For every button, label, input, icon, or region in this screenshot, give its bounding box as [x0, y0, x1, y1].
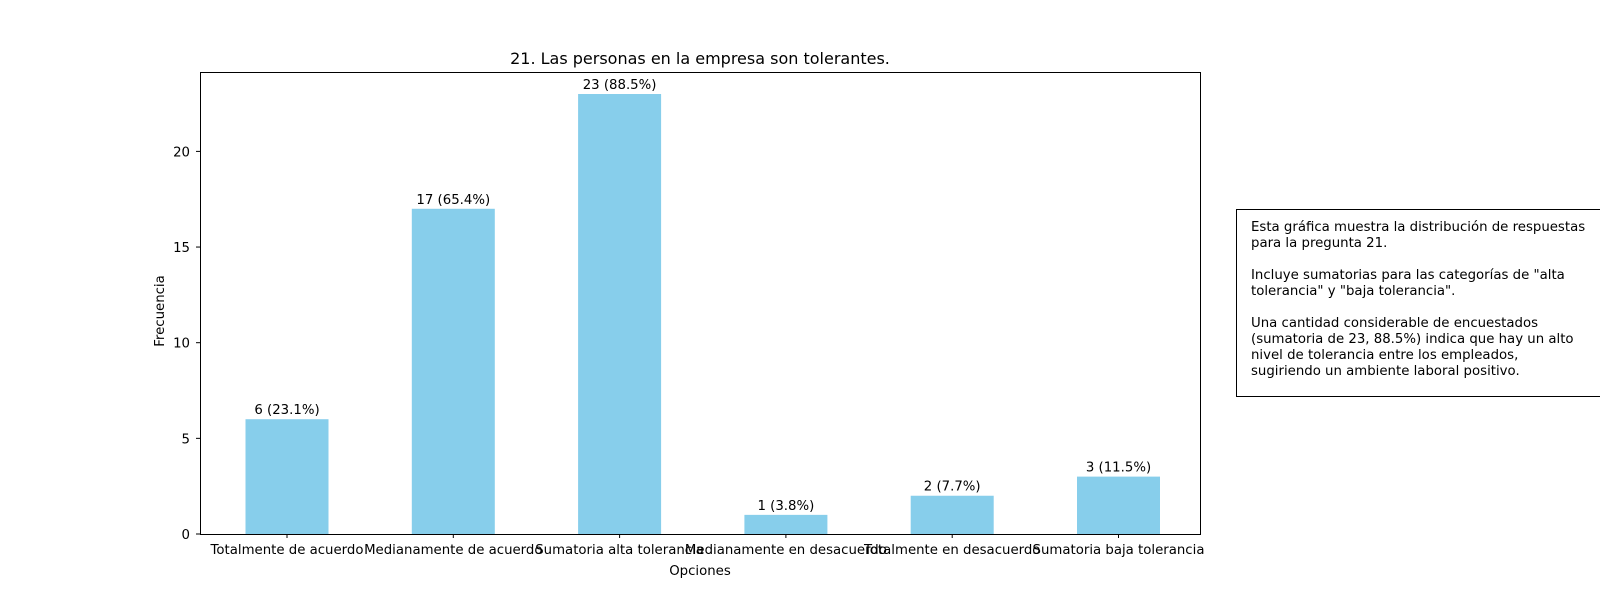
y-tick-label: 5	[182, 432, 190, 447]
annotation-line: Esta gráfica muestra la distribución de …	[1251, 220, 1586, 235]
annotation-box: Esta gráfica muestra la distribución de …	[1236, 209, 1600, 397]
chart-title: 21. Las personas en la empresa son toler…	[510, 49, 890, 68]
x-tick-label: Sumatoria baja tolerancia	[1033, 543, 1205, 558]
bar-value-label: 1 (3.8%)	[757, 499, 814, 514]
x-tick-label: Medianamente en desacuerdo	[685, 543, 887, 558]
x-ticks-group: Totalmente de acuerdo Medianamente de acu…	[210, 534, 1205, 558]
bar-value-label: 23 (88.5%)	[583, 78, 657, 93]
y-ticks-group: 0 5 10 15 20	[173, 145, 200, 543]
y-tick-label: 0	[182, 528, 190, 543]
bar-value-label: 2 (7.7%)	[924, 480, 981, 495]
x-axis-label: Opciones	[669, 564, 731, 579]
bar	[1077, 476, 1160, 534]
plot-frame	[200, 72, 1201, 535]
y-tick-label: 20	[173, 145, 190, 160]
annotation-line: sugiriendo un ambiente laboral positivo.	[1251, 364, 1520, 379]
bar	[578, 94, 662, 534]
bar-value-label: 6 (23.1%)	[254, 403, 319, 418]
bar	[910, 495, 994, 534]
annotation-line: Incluye sumatorias para las categorías d…	[1251, 268, 1565, 283]
bar	[744, 514, 828, 534]
annotation-line: (sumatoria de 23, 88.5%) indica que hay …	[1251, 332, 1574, 347]
annotation-line	[1251, 300, 1600, 316]
y-tick-label: 10	[173, 337, 190, 352]
bar-value-label: 17 (65.4%)	[416, 193, 490, 208]
x-tick-label: Sumatoria alta tolerancia	[535, 543, 704, 558]
annotation-line: Una cantidad considerable de encuestados	[1251, 316, 1539, 331]
x-tick-label: Totalmente de acuerdo	[210, 543, 364, 558]
y-tick-label: 15	[173, 241, 190, 256]
annotation-line: nivel de tolerancia entre los empleados,	[1251, 348, 1519, 363]
bar	[411, 208, 495, 535]
annotation-line	[1251, 252, 1600, 268]
x-tick-label: Medianamente de acuerdo	[364, 543, 542, 558]
x-tick-label: Totalmente en desacuerdo	[863, 543, 1041, 558]
y-axis-label: Frecuencia	[153, 275, 168, 347]
annotation-line: para la pregunta 21.	[1251, 236, 1388, 251]
annotation-line: tolerancia" y "baja tolerancia".	[1251, 284, 1456, 299]
bar	[245, 419, 329, 534]
bar-value-label: 3 (11.5%)	[1086, 461, 1151, 476]
bars-group: 6 (23.1%) 17 (65.4%) 23 (88.5%) 1 (3.8%) 2 (…	[245, 78, 1160, 535]
